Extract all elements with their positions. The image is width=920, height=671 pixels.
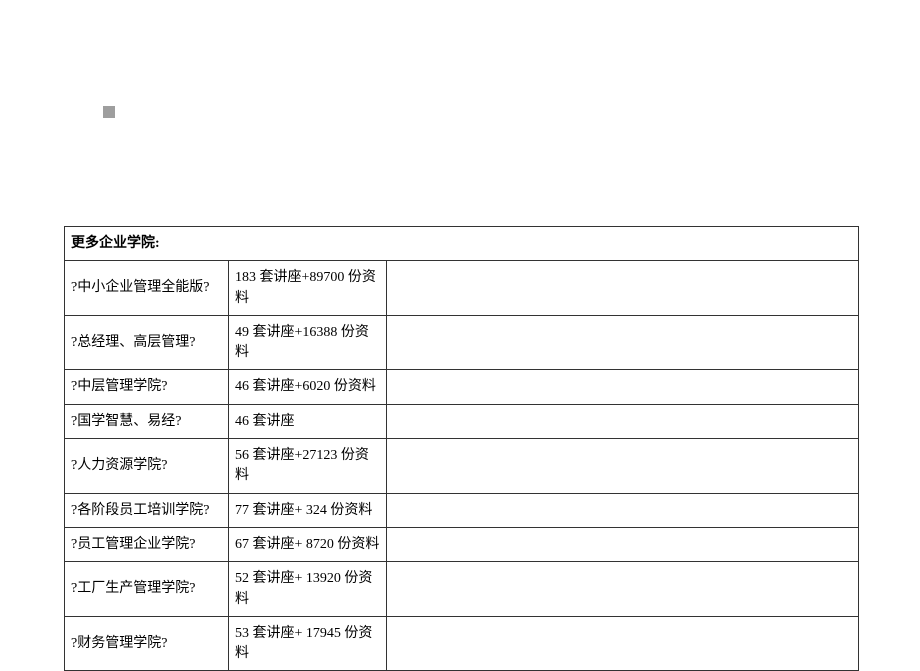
cell-detail: 49 套讲座+16388 份资料 xyxy=(229,315,387,370)
document-page: 更多企业学院: ?中小企业管理全能版? 183 套讲座+89700 份资料 ?总… xyxy=(0,0,920,651)
table-row: ?财务管理学院? 53 套讲座+ 17945 份资料 xyxy=(65,616,859,671)
cell-detail: 56 套讲座+27123 份资料 xyxy=(229,439,387,494)
table-row: ?各阶段员工培训学院? 77 套讲座+ 324 份资料 xyxy=(65,493,859,527)
cell-detail: 52 套讲座+ 13920 份资料 xyxy=(229,562,387,617)
cell-detail: 67 套讲座+ 8720 份资料 xyxy=(229,527,387,561)
square-bullet-icon xyxy=(103,106,115,118)
cell-empty xyxy=(387,439,859,494)
cell-empty xyxy=(387,404,859,438)
cell-name: ?总经理、高层管理? xyxy=(65,315,229,370)
table-header-cell: 更多企业学院: xyxy=(65,227,859,261)
table-row: ?国学智慧、易经? 46 套讲座 xyxy=(65,404,859,438)
cell-name: ?各阶段员工培训学院? xyxy=(65,493,229,527)
table-row: ?总经理、高层管理? 49 套讲座+16388 份资料 xyxy=(65,315,859,370)
cell-empty xyxy=(387,315,859,370)
table-row: ?人力资源学院? 56 套讲座+27123 份资料 xyxy=(65,439,859,494)
cell-name: ?财务管理学院? xyxy=(65,616,229,671)
cell-empty xyxy=(387,370,859,404)
institute-table-container: 更多企业学院: ?中小企业管理全能版? 183 套讲座+89700 份资料 ?总… xyxy=(64,226,859,671)
cell-detail: 183 套讲座+89700 份资料 xyxy=(229,261,387,316)
table-header-row: 更多企业学院: xyxy=(65,227,859,261)
table-row: ?员工管理企业学院? 67 套讲座+ 8720 份资料 xyxy=(65,527,859,561)
cell-detail: 46 套讲座 xyxy=(229,404,387,438)
cell-name: ?工厂生产管理学院? xyxy=(65,562,229,617)
cell-detail: 53 套讲座+ 17945 份资料 xyxy=(229,616,387,671)
table-row: ?中层管理学院? 46 套讲座+6020 份资料 xyxy=(65,370,859,404)
cell-empty xyxy=(387,527,859,561)
cell-detail: 77 套讲座+ 324 份资料 xyxy=(229,493,387,527)
cell-name: ?人力资源学院? xyxy=(65,439,229,494)
table-row: ?工厂生产管理学院? 52 套讲座+ 13920 份资料 xyxy=(65,562,859,617)
cell-empty xyxy=(387,261,859,316)
cell-name: ?国学智慧、易经? xyxy=(65,404,229,438)
cell-empty xyxy=(387,616,859,671)
cell-detail: 46 套讲座+6020 份资料 xyxy=(229,370,387,404)
cell-name: ?员工管理企业学院? xyxy=(65,527,229,561)
cell-name: ?中层管理学院? xyxy=(65,370,229,404)
cell-empty xyxy=(387,562,859,617)
cell-empty xyxy=(387,493,859,527)
institute-table: 更多企业学院: ?中小企业管理全能版? 183 套讲座+89700 份资料 ?总… xyxy=(64,226,859,671)
table-row: ?中小企业管理全能版? 183 套讲座+89700 份资料 xyxy=(65,261,859,316)
cell-name: ?中小企业管理全能版? xyxy=(65,261,229,316)
